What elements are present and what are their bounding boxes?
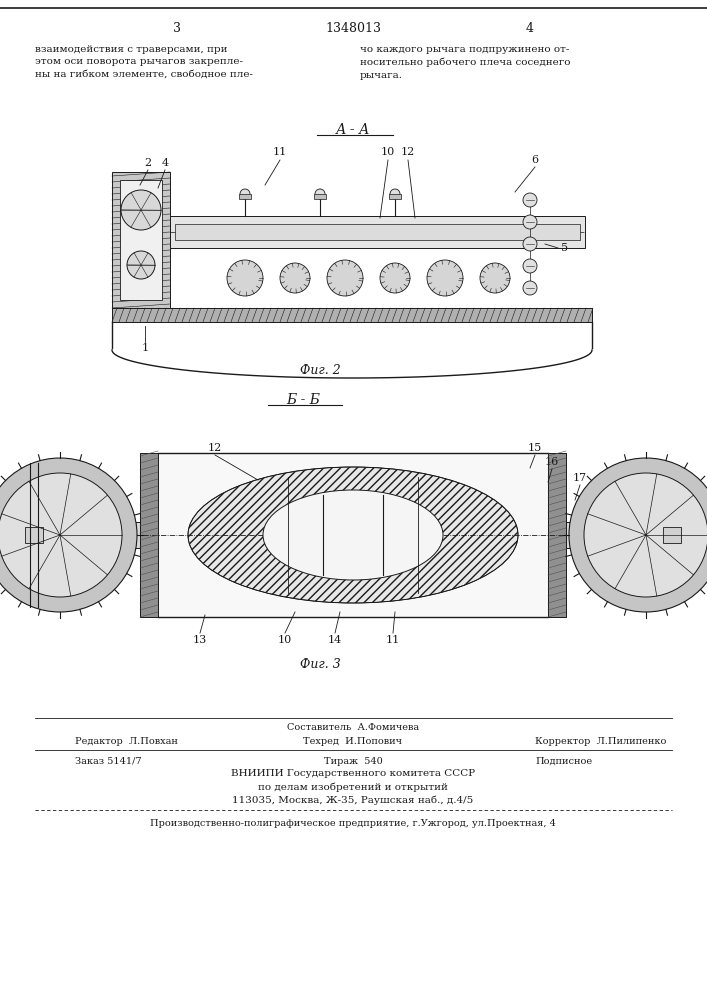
Circle shape [380, 263, 410, 293]
Bar [140, 453, 158, 617]
Bar [112, 172, 170, 308]
Ellipse shape [263, 490, 443, 580]
Bar [85, 522, 140, 548]
Bar [239, 194, 251, 199]
Text: взаимодействия с траверсами, при
этом оси поворота рычагов закрепле-
ны на гибко: взаимодействия с траверсами, при этом ос… [35, 45, 253, 79]
Text: 6: 6 [532, 155, 539, 165]
Text: Тираж  540: Тираж 540 [324, 756, 382, 766]
Text: 113035, Москва, Ж-35, Раушская наб., д.4/5: 113035, Москва, Ж-35, Раушская наб., д.4… [233, 795, 474, 805]
Circle shape [523, 193, 537, 207]
Text: 2: 2 [144, 158, 151, 168]
Circle shape [280, 263, 310, 293]
Text: 14: 14 [328, 635, 342, 645]
Bar [566, 522, 621, 548]
Bar [548, 453, 566, 617]
Text: 3: 3 [173, 21, 181, 34]
Circle shape [327, 260, 363, 296]
Circle shape [569, 458, 707, 612]
Text: 17: 17 [573, 473, 587, 483]
Bar [158, 453, 548, 617]
Circle shape [480, 263, 510, 293]
Circle shape [523, 259, 537, 273]
Circle shape [523, 281, 537, 295]
Circle shape [523, 215, 537, 229]
Bar [120, 180, 162, 300]
Text: 11: 11 [386, 635, 400, 645]
Text: по делам изобретений и открытий: по делам изобретений и открытий [258, 782, 448, 792]
Text: А - А: А - А [336, 123, 370, 137]
Circle shape [240, 189, 250, 199]
Text: Корректор  Л.Пилипенко: Корректор Л.Пилипенко [535, 738, 667, 746]
Text: 15: 15 [528, 443, 542, 453]
Bar [170, 216, 585, 248]
Ellipse shape [188, 467, 518, 603]
Circle shape [390, 189, 400, 199]
Text: 13: 13 [193, 635, 207, 645]
Circle shape [584, 473, 707, 597]
Text: 10: 10 [381, 147, 395, 157]
Text: Техред  И.Попович: Техред И.Попович [303, 738, 402, 746]
Text: Производственно-полиграфическое предприятие, г.Ужгород, ул.Проектная, 4: Производственно-полиграфическое предприя… [150, 818, 556, 828]
Bar [25, 527, 43, 543]
Bar [389, 194, 401, 199]
Bar [663, 527, 681, 543]
Circle shape [315, 189, 325, 199]
Text: 10: 10 [278, 635, 292, 645]
Text: чо каждого рычага подпружинено от-
носительно рабочего плеча соседнего
рычага.: чо каждого рычага подпружинено от- носит… [360, 45, 571, 80]
Text: 4: 4 [161, 158, 168, 168]
Circle shape [227, 260, 263, 296]
Text: 1348013: 1348013 [325, 21, 381, 34]
Circle shape [0, 473, 122, 597]
Bar [175, 224, 580, 240]
Circle shape [0, 458, 137, 612]
Circle shape [127, 251, 155, 279]
Text: 1: 1 [141, 343, 148, 353]
Text: 5: 5 [561, 243, 568, 253]
Bar [314, 194, 326, 199]
Text: Фиг. 3: Фиг. 3 [300, 658, 340, 672]
Text: Подписное: Подписное [535, 756, 592, 766]
Text: Составитель  А.Фомичева: Составитель А.Фомичева [287, 724, 419, 732]
Text: 12: 12 [208, 443, 222, 453]
Circle shape [523, 237, 537, 251]
Bar [112, 308, 592, 322]
Text: 16: 16 [545, 457, 559, 467]
Text: Фиг. 2: Фиг. 2 [300, 363, 340, 376]
Circle shape [427, 260, 463, 296]
Text: Б - Б: Б - Б [286, 393, 320, 407]
Text: 12: 12 [401, 147, 415, 157]
Text: 4: 4 [526, 21, 534, 34]
Text: Редактор  Л.Повхан: Редактор Л.Повхан [75, 738, 178, 746]
Text: ВНИИПИ Государственного комитета СССР: ВНИИПИ Государственного комитета СССР [231, 770, 475, 778]
Text: Заказ 5141/7: Заказ 5141/7 [75, 756, 141, 766]
Circle shape [121, 190, 161, 230]
Text: 11: 11 [273, 147, 287, 157]
